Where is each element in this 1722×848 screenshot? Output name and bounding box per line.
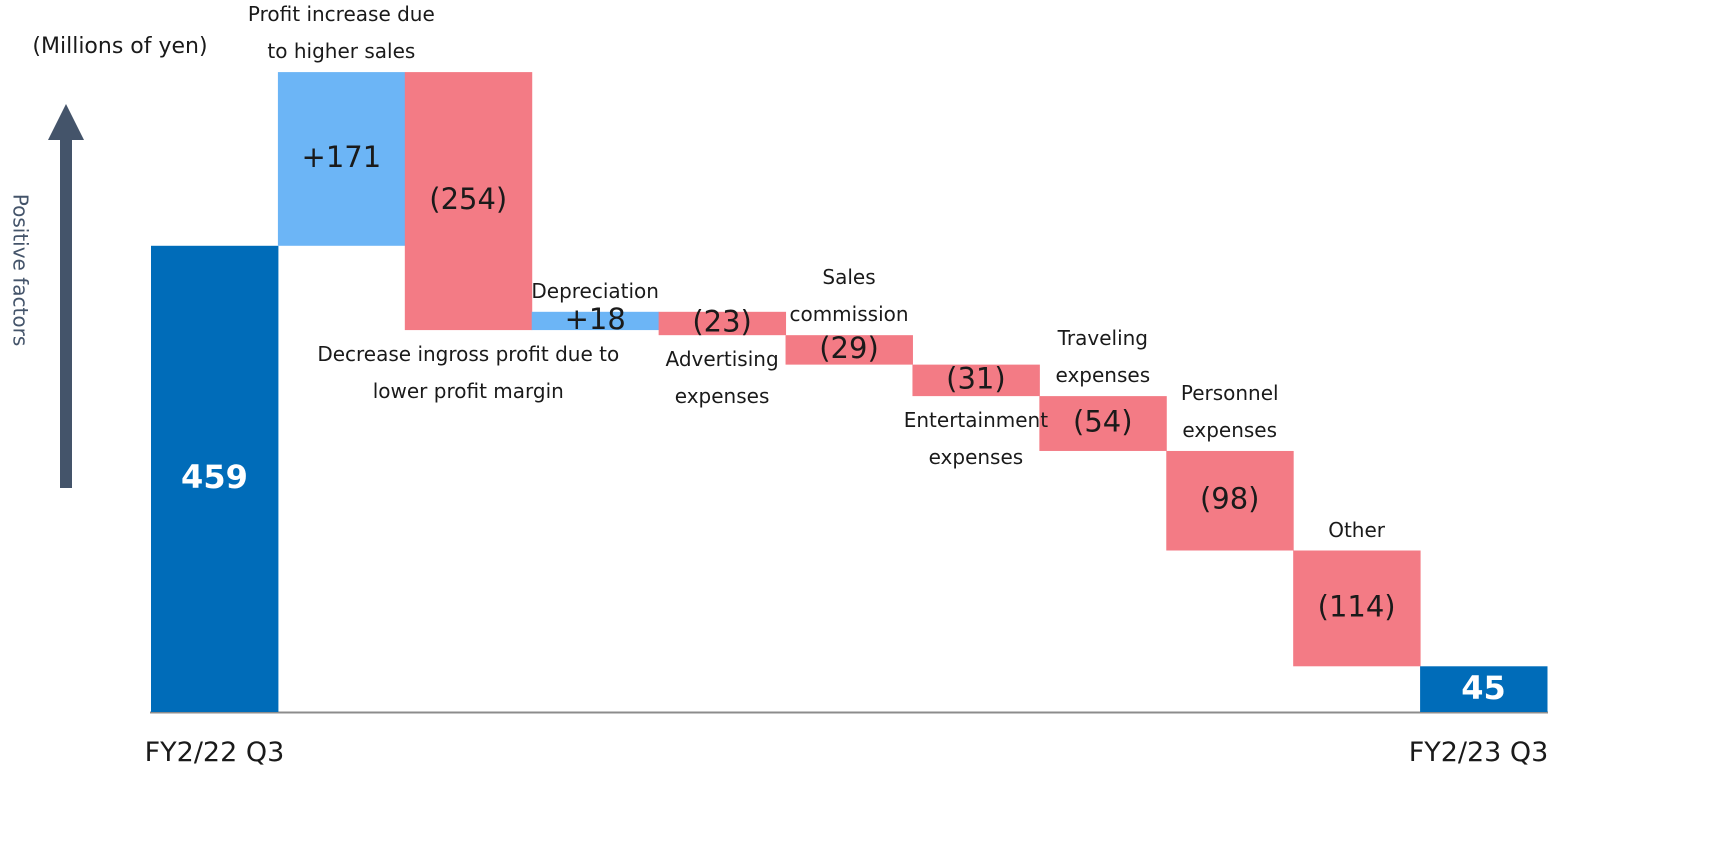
value-label: +18 xyxy=(565,302,626,336)
bar xyxy=(785,335,913,365)
bar xyxy=(1166,450,1294,551)
bar xyxy=(404,72,533,331)
category-label: Other xyxy=(1328,517,1386,542)
category-label: Profit increase due to higher sales xyxy=(247,2,435,64)
bar xyxy=(658,311,787,336)
value-label: 459 xyxy=(181,458,248,496)
category-label: Entertainment expenses xyxy=(903,408,1049,470)
x-tick-label: FY2/23 Q3 xyxy=(1408,737,1549,768)
value-label: (114) xyxy=(1318,589,1396,623)
value-label: (23) xyxy=(692,304,752,338)
value-label: +171 xyxy=(302,140,382,174)
x-tick-label: FY2/22 Q3 xyxy=(144,737,285,768)
category-label: Decrease ingross profit due to lower pro… xyxy=(317,342,620,404)
bar xyxy=(1420,666,1548,712)
value-label: (31) xyxy=(946,361,1006,395)
category-label: Depreciation xyxy=(531,278,659,303)
bar xyxy=(1293,550,1421,667)
unit-label: (Millions of yen) xyxy=(32,34,207,59)
bar xyxy=(277,72,406,246)
value-label: (54) xyxy=(1073,405,1133,439)
category-label: Traveling expenses xyxy=(1055,326,1151,388)
bar xyxy=(1039,396,1167,451)
bar xyxy=(151,245,279,712)
category-label: Advertising expenses xyxy=(665,347,779,409)
value-label: (98) xyxy=(1200,482,1260,516)
bar xyxy=(912,364,1040,397)
value-label: (254) xyxy=(429,182,507,216)
arrow-head xyxy=(48,104,84,140)
y-axis-label: Positive factors xyxy=(9,194,33,346)
value-label: (29) xyxy=(819,331,879,365)
category-label: Sales commission xyxy=(789,265,909,327)
value-label: 45 xyxy=(1461,669,1506,707)
bar xyxy=(531,311,660,331)
category-label: Personnel expenses xyxy=(1180,380,1279,442)
